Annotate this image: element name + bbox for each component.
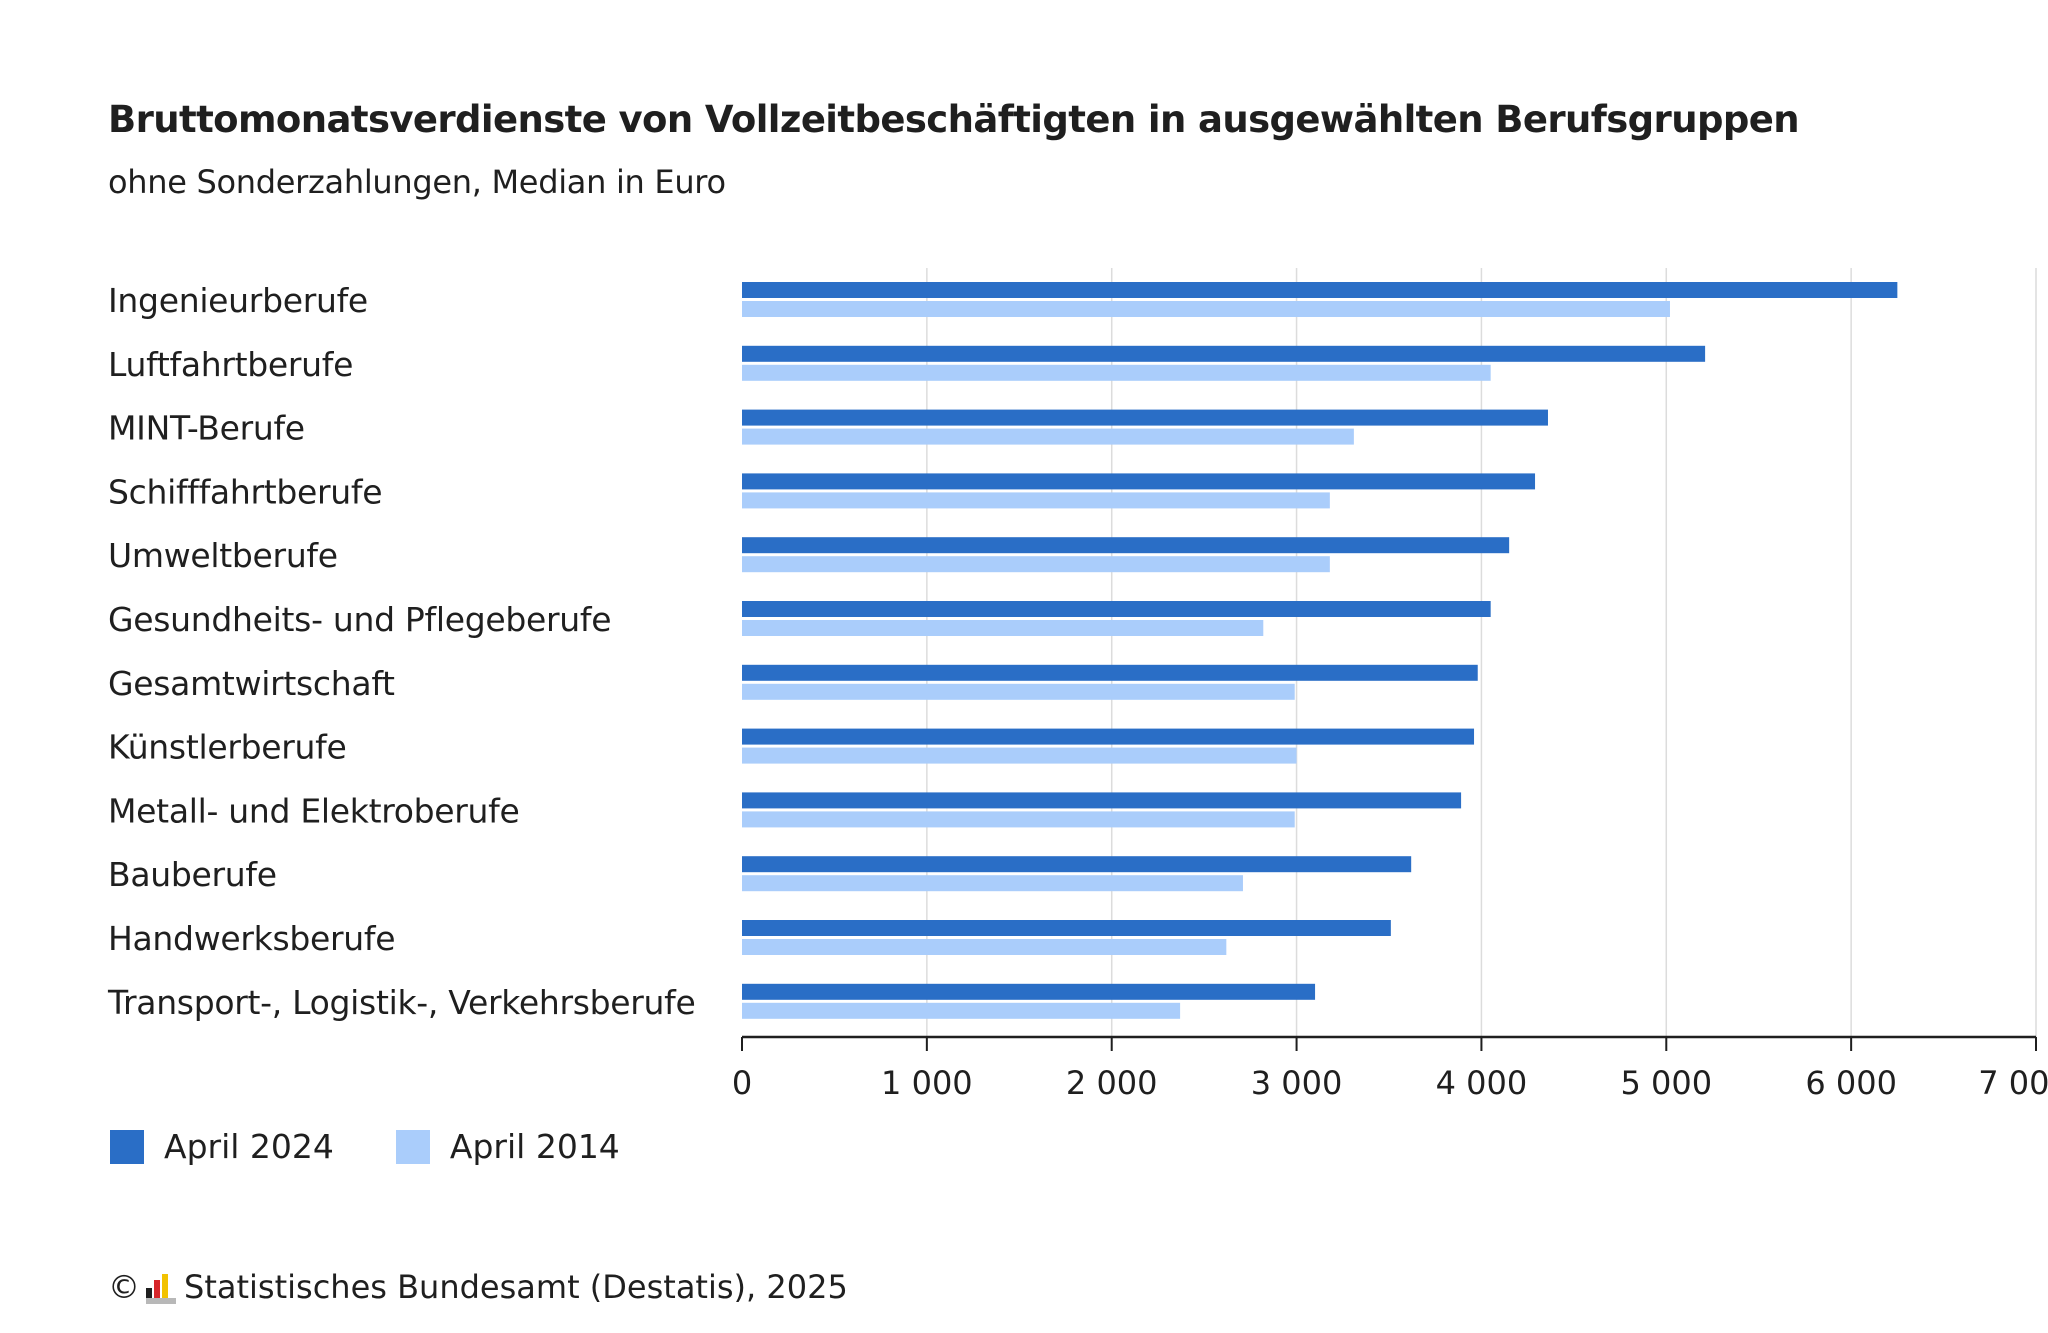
legend: April 2024 April 2014 (110, 1127, 682, 1166)
bar (742, 939, 1227, 955)
bar (742, 620, 1264, 636)
legend-swatch-2024 (110, 1129, 144, 1164)
category-label: Umweltberufe (108, 536, 338, 575)
source-text: Statistisches Bundesamt (Destatis), 2025 (184, 1268, 848, 1306)
category-label: Ingenieurberufe (108, 281, 368, 320)
chart-subtitle: ohne Sonderzahlungen, Median in Euro (108, 163, 726, 201)
bar (742, 492, 1330, 509)
legend-item-2024: April 2024 (110, 1127, 334, 1166)
bar (742, 364, 1491, 381)
destatis-logo-icon (146, 1272, 176, 1304)
bar (742, 556, 1330, 573)
category-label: Transport-, Logistik-, Verkehrsberufe (107, 983, 696, 1022)
x-tick-label: 0 (732, 1064, 752, 1100)
bar (742, 664, 1478, 681)
bar (742, 601, 1491, 617)
legend-item-2014: April 2014 (395, 1127, 620, 1166)
x-axis: 0 1 000 2 000 3 000 4 000 5 000 6 000 7 000 (732, 1035, 2048, 1100)
bar (742, 301, 1670, 317)
bar (742, 875, 1243, 892)
bar (742, 983, 1316, 1000)
category-label: Gesamtwirtschaft (108, 664, 395, 703)
copyright-symbol: © (108, 1268, 140, 1306)
bar (742, 920, 1391, 936)
bar (742, 792, 1462, 809)
category-label: Handwerksberufe (108, 919, 395, 958)
bar (742, 811, 1295, 828)
grid-lines (926, 268, 2037, 1037)
bar (742, 282, 1898, 298)
category-label: Gesundheits- und Pflegeberufe (108, 600, 611, 639)
bar (742, 856, 1412, 873)
x-tick-label: 5 000 (1620, 1064, 1712, 1100)
category-label: Künstlerberufe (108, 728, 346, 767)
bar (742, 409, 1548, 426)
category-labels: Ingenieurberufe Luftfahrtberufe MINT-Beruf… (107, 281, 696, 1022)
legend-label-2014: April 2014 (449, 1127, 620, 1166)
category-label: MINT-Berufe (108, 409, 305, 448)
bar (742, 747, 1297, 764)
bar (742, 537, 1510, 554)
bar (742, 473, 1536, 490)
bars (742, 282, 1898, 1019)
bar (742, 428, 1354, 445)
source-footer: © Statistisches Bundesamt (Destatis), 20… (108, 1268, 848, 1306)
legend-swatch-2014 (395, 1129, 430, 1164)
x-tick-label: 6 000 (1805, 1064, 1897, 1100)
category-label: Bauberufe (108, 855, 277, 894)
legend-label-2024: April 2024 (164, 1127, 334, 1166)
bar (742, 345, 1706, 362)
bar-chart: Ingenieurberufe Luftfahrtberufe MINT-Beruf… (107, 268, 2048, 1100)
x-tick-label: 4 000 (1436, 1064, 1528, 1100)
bar (742, 1002, 1181, 1019)
x-tick-label: 1 000 (881, 1064, 973, 1100)
category-label: Metall- und Elektroberufe (108, 791, 520, 830)
x-tick-label: 3 000 (1251, 1064, 1343, 1100)
bar (742, 683, 1295, 700)
category-label: Luftfahrtberufe (108, 345, 353, 384)
bar (742, 728, 1475, 745)
x-tick-label: 7 000 (1978, 1064, 2048, 1100)
x-tick-label: 2 000 (1066, 1064, 1158, 1100)
category-label: Schifffahrtberufe (108, 472, 382, 511)
chart-title: Bruttomonatsverdienste von Vollzeitbesch… (108, 98, 1800, 141)
